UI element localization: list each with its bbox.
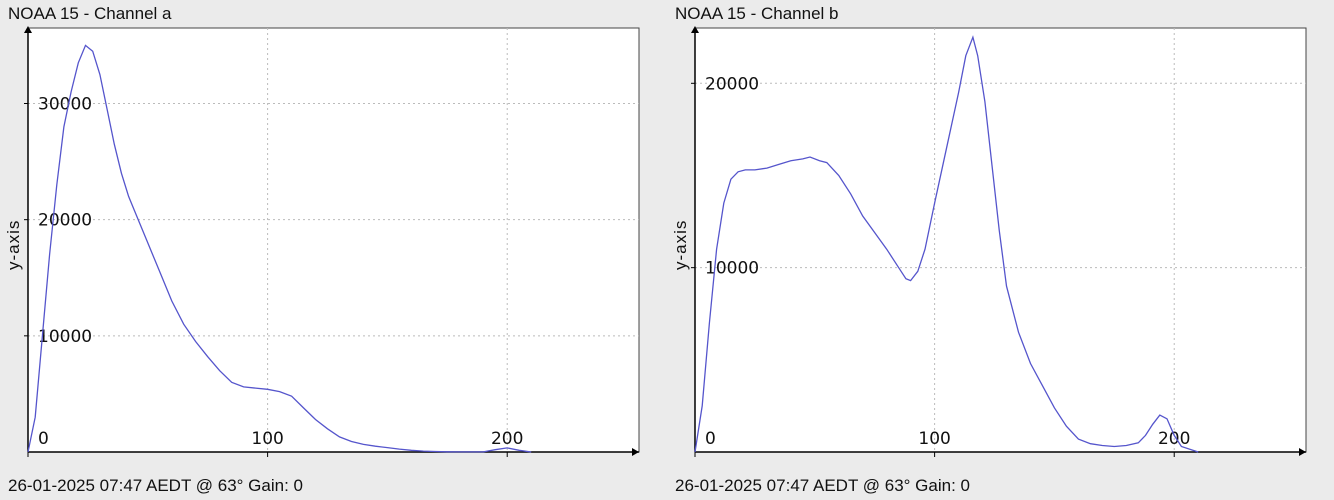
x-axis-arrow	[632, 448, 639, 456]
y-tick-label: 20000	[705, 74, 759, 94]
y-tick-label: 30000	[38, 95, 92, 115]
x-tick-label: 200	[1158, 429, 1190, 449]
x-tick-label: 200	[491, 429, 523, 449]
plot-area: 0 100 200 10000 20000 30000	[24, 26, 640, 457]
chart-footer: 26-01-2025 07:47 AEDT @ 63° Gain: 0	[675, 476, 970, 495]
x-tick-label: 0	[38, 429, 49, 449]
y-axis-arrow	[24, 26, 32, 33]
chart-footer: 26-01-2025 07:47 AEDT @ 63° Gain: 0	[8, 476, 303, 495]
chart-title: NOAA 15 - Channel a	[8, 4, 172, 23]
series-line	[27, 44, 532, 453]
y-tick-label: 10000	[38, 327, 92, 347]
chart-panel-a: NOAA 15 - Channel a y-axis 0 100 200 10000 2…	[4, 4, 640, 495]
x-axis-arrow	[1299, 448, 1306, 456]
chart-panel-b: NOAA 15 - Channel b y-axis 0 100 200 10000 2…	[667, 0, 1334, 500]
x-tick-label: 100	[918, 429, 950, 449]
x-tick-label: 100	[251, 429, 283, 449]
plot-background	[27, 27, 640, 453]
y-tick-label: 20000	[38, 211, 92, 231]
x-tick-label: 0	[705, 429, 716, 449]
y-axis-arrow	[691, 26, 699, 33]
chart-title: NOAA 15 - Channel b	[675, 4, 839, 23]
y-tick-label: 10000	[705, 259, 759, 279]
series-line	[694, 35, 1199, 453]
plot-area: 0 100 200 10000 20000	[691, 26, 1307, 457]
